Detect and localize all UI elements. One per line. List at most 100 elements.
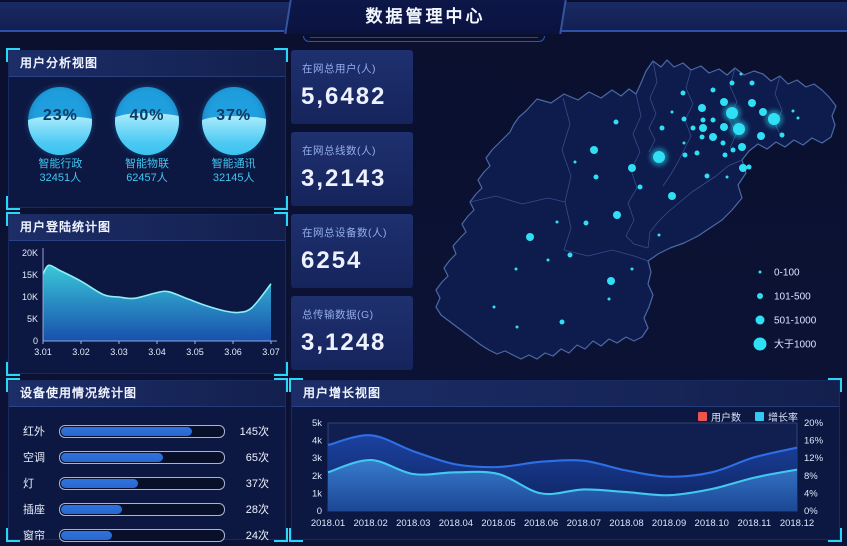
axis-tick-label: 2018.06 bbox=[524, 518, 558, 529]
axis-tick-label: 2018.08 bbox=[609, 518, 643, 529]
map-data-point bbox=[590, 146, 598, 154]
corner-bracket bbox=[274, 212, 288, 226]
axis-tick-label: 3k bbox=[312, 453, 322, 464]
stat-card-total-data: 总传输数据(G) 3,1248 bbox=[291, 296, 413, 370]
legend-item-增长率[interactable]: 增长率 bbox=[755, 409, 798, 424]
legend-swatch bbox=[698, 412, 707, 421]
bar-fill bbox=[61, 478, 139, 488]
region-border bbox=[561, 97, 572, 251]
header-bar-right bbox=[551, 2, 847, 32]
corner-bracket bbox=[289, 378, 303, 392]
map-data-point bbox=[710, 117, 716, 123]
growth-series-line-增长率 bbox=[327, 458, 798, 497]
axis-tick-label: 3.05 bbox=[186, 347, 204, 357]
growth-series-line-用户数 bbox=[327, 434, 798, 478]
legend-label: 增长率 bbox=[768, 413, 798, 424]
axis-tick-label: 2k bbox=[312, 471, 322, 482]
region-border bbox=[648, 60, 658, 153]
device-count: 37次 bbox=[245, 478, 269, 490]
map-data-point bbox=[709, 133, 717, 141]
bar-track bbox=[59, 450, 225, 464]
map-data-point bbox=[607, 277, 615, 285]
axis-tick-label: 3.03 bbox=[110, 347, 128, 357]
region-border bbox=[625, 93, 649, 249]
bar-fill bbox=[61, 452, 163, 462]
map-data-point bbox=[699, 124, 707, 132]
axis-tick-label: 16% bbox=[804, 436, 824, 447]
panel-title: 用户分析视图 bbox=[9, 51, 285, 77]
axis-tick-label: 2018.07 bbox=[567, 518, 601, 529]
map-data-point bbox=[682, 152, 688, 158]
province-outline bbox=[435, 59, 837, 360]
map-data-point bbox=[559, 319, 565, 325]
legend-item-用户数[interactable]: 用户数 bbox=[698, 409, 741, 424]
bar-track bbox=[59, 528, 225, 542]
map-data-point bbox=[739, 72, 743, 76]
corner-bracket bbox=[6, 196, 20, 210]
map-data-point bbox=[749, 80, 755, 86]
device-bar-row: 窗帘 24次 bbox=[23, 525, 269, 545]
growth-area-chart: 0 1k 2k 3k 4k 5k 0% 4% 8% 12% 16% 20% 2018.01 2018.02… bbox=[311, 418, 824, 529]
axis-tick-label: 2018.04 bbox=[439, 518, 473, 529]
axis-tick-label: 5K bbox=[27, 314, 38, 324]
map-data-point bbox=[637, 184, 643, 190]
map-legend-dot bbox=[757, 293, 763, 299]
axis-tick-label: 5k bbox=[312, 418, 322, 429]
axis-tick-label: 2018.11 bbox=[738, 518, 772, 529]
axis-tick-label: 3.04 bbox=[148, 347, 166, 357]
map-data-point bbox=[720, 123, 728, 131]
corner-bracket bbox=[274, 362, 288, 376]
device-count: 24次 bbox=[245, 530, 269, 542]
map-data-point bbox=[690, 125, 696, 131]
gauge-row: 23% 智能行政 32451人 40% 智能物联 62457人 37% 智能通讯 32145人 bbox=[9, 77, 285, 185]
stat-card-total-users: 在网总用户(人) 5,6482 bbox=[291, 50, 413, 124]
corner-bracket bbox=[289, 528, 303, 542]
axis-tick-label: 12% bbox=[804, 453, 824, 464]
map-legend-dot bbox=[758, 270, 762, 274]
map-data-point bbox=[730, 147, 736, 153]
corner-bracket bbox=[6, 48, 20, 62]
map-data-point bbox=[514, 267, 518, 271]
gauge-circle: 40% bbox=[114, 87, 179, 155]
map-data-point bbox=[613, 211, 621, 219]
stat-value: 3,2143 bbox=[301, 165, 387, 192]
axis-tick-label: 3.06 bbox=[224, 347, 242, 357]
map-data-point bbox=[759, 108, 767, 116]
map-data-point bbox=[526, 233, 534, 241]
axis-tick-label: 0% bbox=[804, 506, 818, 517]
corner-bracket bbox=[6, 528, 20, 542]
stat-value: 3,1248 bbox=[301, 329, 387, 356]
panel-device-usage: 设备使用情况统计图 红外 145次 空调 65次灯 37次 插座 28次 窗帘 24次 bbox=[6, 378, 288, 542]
axis-tick-label: 4% bbox=[804, 488, 818, 499]
gauge-count: 32145人 bbox=[212, 172, 255, 184]
device-name: 灯 bbox=[23, 478, 34, 490]
map-data-point bbox=[720, 98, 728, 106]
map-data-point bbox=[733, 123, 745, 135]
region-border bbox=[662, 69, 694, 187]
axis-tick-label: 2018.03 bbox=[396, 518, 430, 529]
gauge-liquid bbox=[114, 112, 179, 155]
axis-tick-label: 3.02 bbox=[72, 347, 90, 357]
map-data-point bbox=[748, 99, 756, 107]
panel-login-stats: 用户登陆统计图 0 5K 10K 15K 20K 3.01 3.02 3.03 3.04 3.05… bbox=[6, 212, 288, 376]
axis-tick-label: 10K bbox=[22, 292, 38, 302]
stat-value: 5,6482 bbox=[301, 83, 387, 110]
map-data-point bbox=[515, 325, 519, 329]
header-bar-left bbox=[0, 2, 296, 32]
axis-tick-label: 2018.01 bbox=[311, 518, 345, 529]
stat-label: 在网总用户(人) bbox=[302, 63, 376, 75]
login-area-line bbox=[42, 264, 272, 314]
bar-fill bbox=[61, 426, 193, 436]
axis-tick-label: 20% bbox=[804, 418, 824, 429]
gauge-circle: 23% bbox=[28, 87, 93, 155]
corner-bracket bbox=[6, 362, 20, 376]
login-area-fill bbox=[43, 265, 271, 341]
device-count: 28次 bbox=[245, 504, 269, 516]
bar-fill bbox=[61, 530, 112, 540]
map-data-point bbox=[720, 140, 726, 146]
map-data-point bbox=[607, 297, 611, 301]
axis-tick-label: 0 bbox=[33, 336, 38, 346]
axis-tick-label: 0-100 bbox=[774, 268, 800, 279]
axis-tick-label: 101-500 bbox=[774, 292, 811, 303]
map-data-point bbox=[681, 116, 687, 122]
